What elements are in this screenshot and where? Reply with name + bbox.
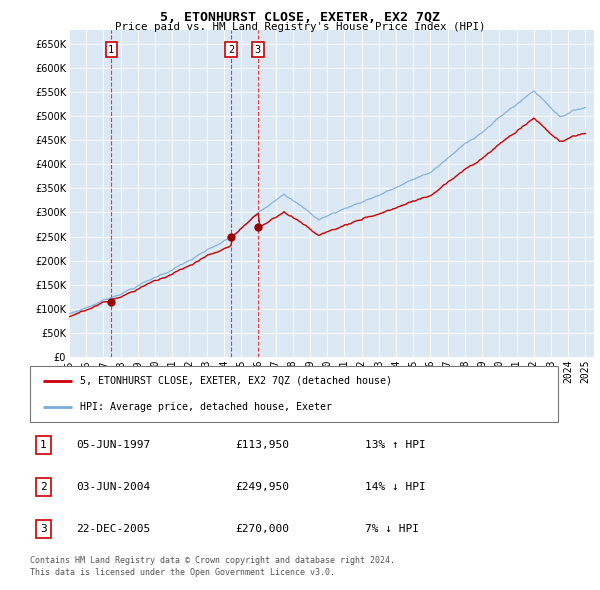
Text: £270,000: £270,000 [235, 524, 289, 534]
Text: 14% ↓ HPI: 14% ↓ HPI [365, 482, 425, 492]
Text: 2: 2 [40, 482, 47, 492]
Text: 3: 3 [40, 524, 47, 534]
Text: This data is licensed under the Open Government Licence v3.0.: This data is licensed under the Open Gov… [30, 568, 335, 576]
Text: 2: 2 [228, 45, 234, 55]
Text: 03-JUN-2004: 03-JUN-2004 [76, 482, 150, 492]
Text: Price paid vs. HM Land Registry's House Price Index (HPI): Price paid vs. HM Land Registry's House … [115, 22, 485, 32]
Text: 1: 1 [108, 45, 115, 55]
Text: HPI: Average price, detached house, Exeter: HPI: Average price, detached house, Exet… [80, 402, 332, 412]
Text: 5, ETONHURST CLOSE, EXETER, EX2 7QZ (detached house): 5, ETONHURST CLOSE, EXETER, EX2 7QZ (det… [80, 376, 392, 386]
Text: 5, ETONHURST CLOSE, EXETER, EX2 7QZ: 5, ETONHURST CLOSE, EXETER, EX2 7QZ [160, 11, 440, 24]
Text: 22-DEC-2005: 22-DEC-2005 [76, 524, 150, 534]
Text: 7% ↓ HPI: 7% ↓ HPI [365, 524, 419, 534]
Text: 3: 3 [255, 45, 261, 55]
Text: 05-JUN-1997: 05-JUN-1997 [76, 440, 150, 450]
Text: Contains HM Land Registry data © Crown copyright and database right 2024.: Contains HM Land Registry data © Crown c… [30, 556, 395, 565]
Text: 13% ↑ HPI: 13% ↑ HPI [365, 440, 425, 450]
Text: 1: 1 [40, 440, 47, 450]
Text: £249,950: £249,950 [235, 482, 289, 492]
Text: £113,950: £113,950 [235, 440, 289, 450]
